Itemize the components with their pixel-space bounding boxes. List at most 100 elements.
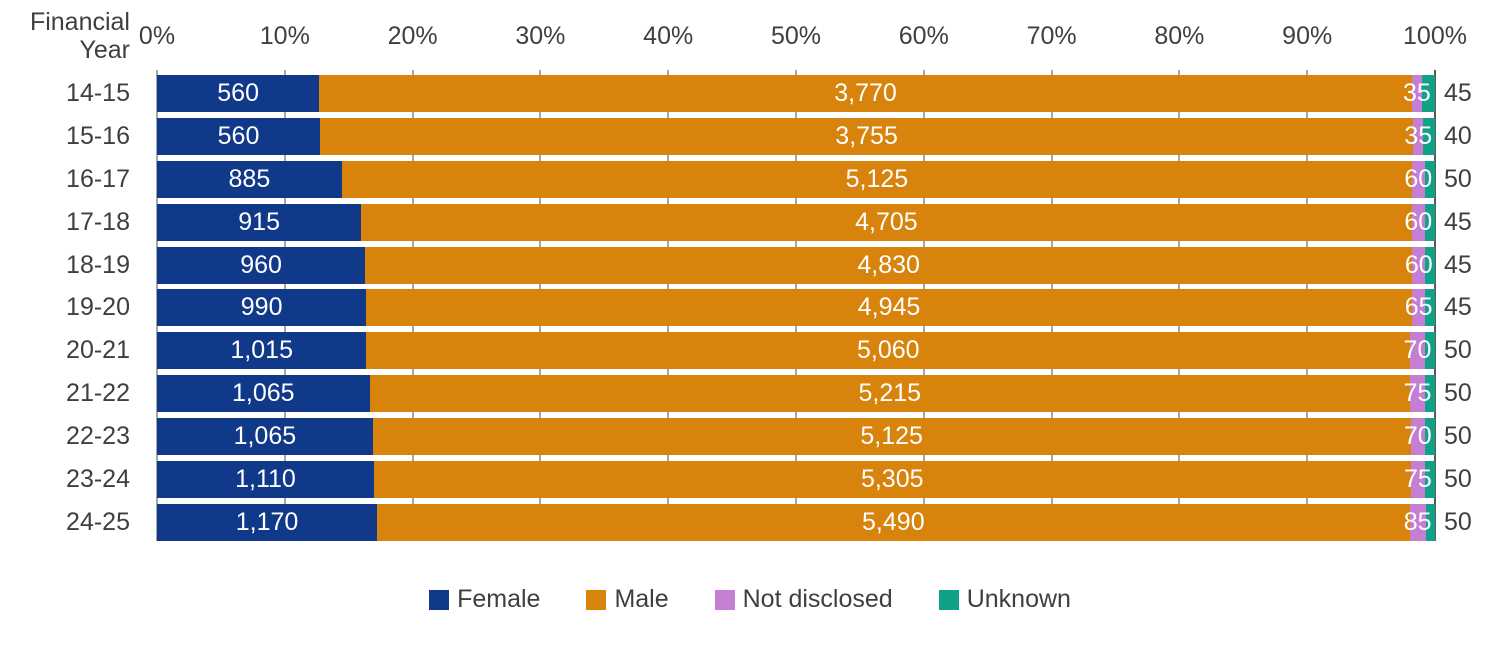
bar-row: 16-17 885 5,125 60 50 — [0, 160, 1500, 198]
category-label: 15-16 — [66, 121, 130, 150]
row-spacer — [130, 75, 157, 112]
unknown-segment — [1421, 75, 1435, 112]
female-segment-value-label: 915 — [238, 207, 280, 236]
female-segment-value-label: 560 — [217, 79, 259, 107]
female-segment: 560 — [157, 75, 320, 112]
male-segment: 5,305 — [373, 461, 1411, 499]
unknown-value-label: 50 — [1444, 422, 1472, 451]
male-segment: 5,490 — [377, 503, 1410, 541]
male-segment: 3,755 — [320, 117, 1414, 155]
bar-track: 1,065 5,125 70 — [157, 418, 1435, 456]
male-segment: 3,770 — [319, 75, 1412, 112]
bar-row: 21-22 1,065 5,215 75 50 — [0, 375, 1500, 413]
bar-track: 1,170 5,490 85 — [157, 503, 1435, 541]
legend-item-female: Female — [429, 585, 540, 614]
unknown-value-label: 45 — [1444, 250, 1472, 279]
y-axis-title: Financial Year — [0, 8, 130, 64]
x-tick-label: 100% — [1403, 22, 1467, 50]
unknown-value-label: 45 — [1444, 207, 1472, 236]
row-spacer — [130, 204, 157, 241]
unknown-value-label: 45 — [1444, 79, 1472, 107]
category-label: 14-15 — [66, 79, 130, 107]
not-disclosed-segment — [1410, 332, 1425, 370]
unknown-value-label: 50 — [1444, 379, 1472, 408]
female-segment-value-label: 1,065 — [233, 422, 297, 451]
bar-track: 915 4,705 60 — [157, 203, 1435, 241]
category-label: 19-20 — [66, 293, 130, 322]
not-disclosed-segment — [1411, 203, 1425, 241]
legend-label: Female — [457, 585, 541, 613]
bar-row: 19-20 990 4,945 65 45 — [0, 289, 1500, 327]
legend-label: Unknown — [966, 585, 1071, 613]
male-segment-value-label: 5,215 — [858, 379, 922, 408]
category-label: 20-21 — [66, 336, 130, 365]
male-segment: 5,125 — [341, 160, 1413, 198]
row-spacer — [130, 247, 157, 284]
female-segment-value-label: 1,110 — [235, 465, 296, 494]
male-segment-value-label: 5,490 — [862, 507, 925, 536]
bar-track: 560 3,755 35 — [157, 117, 1435, 155]
female-segment: 885 — [157, 160, 342, 198]
row-spacer — [130, 289, 157, 326]
female-segment-value-label: 990 — [240, 293, 283, 322]
unknown-segment — [1424, 418, 1435, 456]
unknown-segment — [1423, 117, 1435, 155]
female-segment-value-label: 1,015 — [230, 336, 293, 365]
female-segment: 1,065 — [157, 375, 370, 413]
unknown-value-label: 50 — [1444, 336, 1472, 365]
legend-label: Not disclosed — [742, 585, 893, 613]
male-segment: 5,125 — [372, 418, 1411, 456]
unknown-segment — [1425, 289, 1435, 327]
male-segment-value-label: 5,060 — [857, 336, 920, 365]
female-segment: 560 — [157, 117, 321, 155]
row-spacer — [130, 375, 157, 412]
category-label: 18-19 — [66, 250, 130, 279]
bar-track: 1,110 5,305 75 — [157, 461, 1435, 499]
x-tick-label: 80% — [1154, 22, 1205, 50]
bar-row: 17-18 915 4,705 60 45 — [0, 203, 1500, 241]
category-label: 16-17 — [66, 164, 130, 193]
male-segment: 4,705 — [361, 203, 1412, 241]
male-segment-value-label: 4,945 — [857, 293, 921, 322]
legend-label: Male — [614, 585, 669, 613]
x-tick-label: 30% — [515, 22, 566, 50]
female-segment: 960 — [157, 246, 366, 284]
bar-track: 960 4,830 60 — [157, 246, 1435, 284]
category-label: 24-25 — [66, 507, 130, 536]
legend-item-unknown: Unknown — [938, 585, 1071, 614]
unknown-value-label: 50 — [1444, 164, 1472, 193]
female-segment: 1,065 — [157, 418, 373, 456]
unknown-segment — [1425, 246, 1435, 284]
legend: Female Male Not disclosed Unknown — [0, 585, 1500, 614]
x-tick-label: 40% — [643, 22, 694, 50]
y-axis-title-line2: Year — [79, 36, 130, 64]
x-tick-label: 0% — [138, 22, 176, 50]
bar-rows: 14-15 560 3,770 35 45 15-16 560 3,755 35 40 16-17 8… — [0, 70, 1500, 541]
row-spacer — [130, 332, 157, 369]
male-segment-value-label: 4,830 — [857, 250, 920, 279]
female-segment-value-label: 560 — [217, 121, 260, 150]
unknown-segment — [1425, 461, 1435, 499]
legend-swatch-icon — [586, 589, 607, 610]
not-disclosed-segment — [1410, 375, 1425, 413]
bar-row: 22-23 1,065 5,125 70 50 — [0, 418, 1500, 456]
bar-row: 18-19 960 4,830 60 45 — [0, 246, 1500, 284]
row-spacer — [130, 504, 157, 541]
male-segment: 5,215 — [369, 375, 1411, 413]
unknown-segment — [1425, 375, 1435, 413]
bar-track: 560 3,770 35 — [157, 75, 1435, 112]
row-spacer — [130, 418, 157, 455]
legend-swatch-icon — [429, 589, 450, 610]
female-segment-value-label: 885 — [228, 164, 271, 193]
female-segment: 990 — [157, 289, 367, 327]
unknown-segment — [1424, 203, 1435, 241]
category-label: 21-22 — [66, 379, 130, 408]
not-disclosed-segment — [1411, 289, 1426, 327]
x-tick-label: 60% — [898, 22, 949, 50]
male-segment-value-label: 3,770 — [834, 79, 897, 107]
bar-track: 990 4,945 65 — [157, 289, 1435, 327]
x-tick-label: 20% — [387, 22, 438, 50]
not-disclosed-segment — [1413, 117, 1424, 155]
not-disclosed-segment — [1411, 75, 1422, 112]
